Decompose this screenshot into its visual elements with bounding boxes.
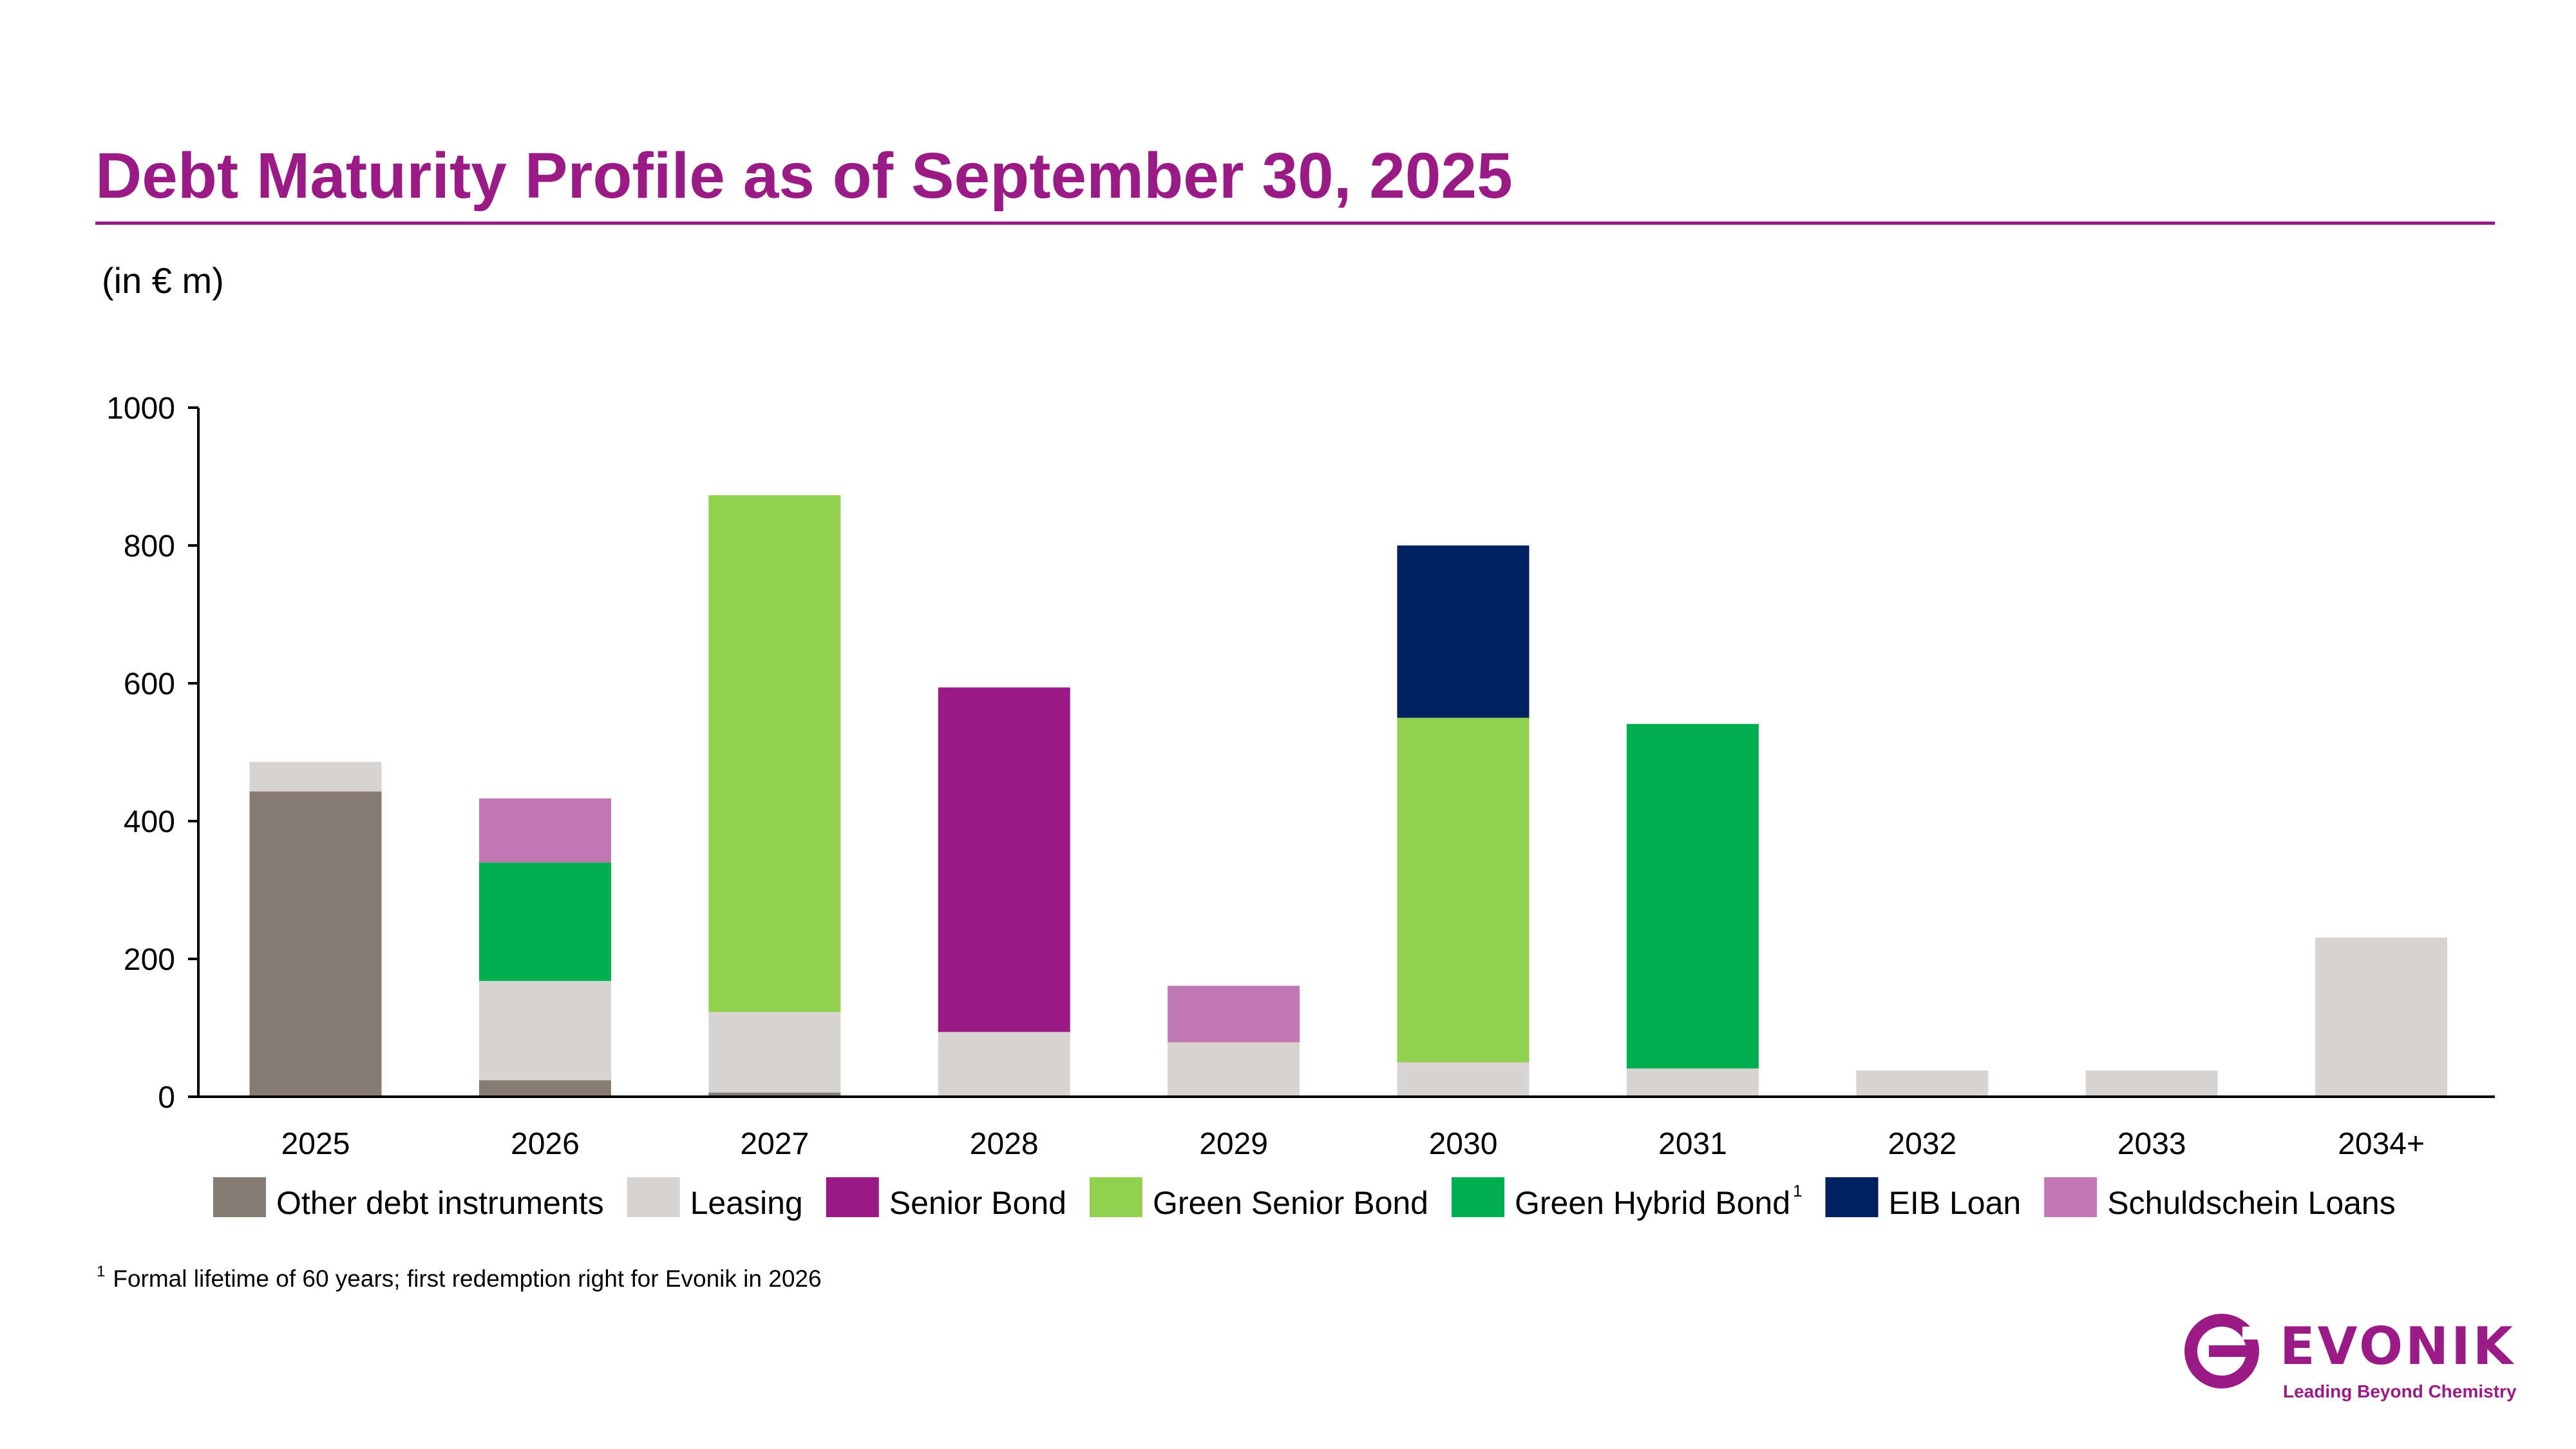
legend-label: Schuldschein Loans xyxy=(2107,1185,2396,1221)
y-tick-label: 400 xyxy=(124,805,175,839)
bar-other-debt-instruments-2026 xyxy=(478,1080,611,1097)
bar-green-senior-bond-2027 xyxy=(708,495,841,1012)
legend-label: Green Hybrid Bond xyxy=(1515,1185,1790,1221)
legend-item-leasing: Leasing xyxy=(627,1177,803,1221)
bar-schuldschein-loans-2026 xyxy=(478,798,611,863)
bar-leasing-2028 xyxy=(938,1032,1070,1097)
legend-item-schuldschein-loans: Schuldschein Loans xyxy=(2044,1177,2396,1221)
bar-leasing-2027 xyxy=(708,1012,841,1093)
legend-swatch xyxy=(627,1177,680,1217)
y-tick-label: 1000 xyxy=(106,392,175,426)
y-tick-label: 600 xyxy=(124,667,175,701)
x-tick-label: 2030 xyxy=(1429,1127,1498,1161)
footnote-marker: 1 xyxy=(97,1263,105,1280)
x-tick-label: 2026 xyxy=(511,1127,580,1161)
bar-leasing-2034+ xyxy=(2315,937,2448,1097)
logo-tagline: Leading Beyond Chemistry xyxy=(2283,1381,2517,1401)
x-tick-label: 2034+ xyxy=(2338,1127,2425,1161)
legend-item-senior-bond: Senior Bond xyxy=(826,1177,1066,1221)
bar-leasing-2026 xyxy=(478,981,611,1081)
legend-swatch xyxy=(1452,1177,1504,1217)
legend-item-green-senior-bond: Green Senior Bond xyxy=(1089,1177,1428,1221)
unit-label: (in € m) xyxy=(102,260,224,301)
bar-green-hybrid-bond-2031 xyxy=(1626,724,1759,1069)
bar-green-senior-bond-2030 xyxy=(1397,717,1530,1063)
y-tick-label: 200 xyxy=(124,943,175,977)
y-tick-label: 0 xyxy=(158,1081,175,1115)
legend-label: Other debt instruments xyxy=(276,1185,604,1221)
bar-leasing-2029 xyxy=(1168,1042,1300,1097)
x-tick-label: 2029 xyxy=(1199,1127,1268,1161)
legend-label: Leasing xyxy=(690,1185,803,1221)
bar-schuldschein-loans-2029 xyxy=(1168,985,1300,1043)
x-tick-label: 2027 xyxy=(740,1127,809,1161)
legend-label: Green Senior Bond xyxy=(1153,1185,1428,1221)
legend-swatch xyxy=(826,1177,879,1217)
bar-leasing-2032 xyxy=(1856,1070,1989,1097)
bar-senior-bond-2028 xyxy=(938,687,1070,1032)
legend-label: Senior Bond xyxy=(889,1185,1066,1221)
logo-wordmark: EVONIK xyxy=(2280,1316,2515,1376)
x-tick-label: 2032 xyxy=(1888,1127,1956,1161)
x-tick-label: 2025 xyxy=(281,1127,350,1161)
legend-item-green-hybrid-bond: Green Hybrid Bond 1 xyxy=(1452,1177,1802,1221)
evonik-logo: EVONIK Leading Beyond Chemistry xyxy=(2184,1314,2517,1401)
x-tick-label: 2028 xyxy=(970,1127,1039,1161)
bar-other-debt-instruments-2027 xyxy=(708,1092,841,1097)
y-tick-label: 800 xyxy=(124,529,175,564)
footnote-text: Formal lifetime of 60 years; first redem… xyxy=(113,1265,821,1292)
bar-leasing-2033 xyxy=(2085,1070,2218,1097)
bar-eib-loan-2030 xyxy=(1397,545,1530,718)
legend-swatch xyxy=(1089,1177,1142,1217)
x-tick-label: 2033 xyxy=(2117,1127,2186,1161)
legend-label: EIB Loan xyxy=(1888,1185,2021,1221)
legend-swatch xyxy=(213,1177,266,1217)
legend: Other debt instruments Leasing Senior Bond… xyxy=(213,1177,2396,1221)
legend-item-other-debt-instruments: Other debt instruments xyxy=(213,1177,604,1221)
legend-footnote-marker: 1 xyxy=(1793,1181,1802,1200)
bar-green-hybrid-bond-2026 xyxy=(478,862,611,981)
page-title: Debt Maturity Profile as of September 30… xyxy=(95,140,1513,212)
bar-other-debt-instruments-2025 xyxy=(249,791,382,1097)
bar-leasing-2030 xyxy=(1397,1062,1530,1097)
title-divider xyxy=(95,222,2495,225)
evonik-e-logo-icon xyxy=(2184,1314,2262,1388)
bar-leasing-2031 xyxy=(1626,1068,1759,1097)
x-tick-label: 2031 xyxy=(1658,1127,1727,1161)
bar-leasing-2025 xyxy=(249,761,382,791)
legend-item-eib-loan: EIB Loan xyxy=(1825,1177,2021,1221)
chart: 0 200 400 600 800 1000 2025 2026 2027 2028 2029 203… xyxy=(106,392,2495,1161)
legend-swatch xyxy=(2044,1177,2098,1217)
legend-swatch xyxy=(1825,1177,1879,1217)
